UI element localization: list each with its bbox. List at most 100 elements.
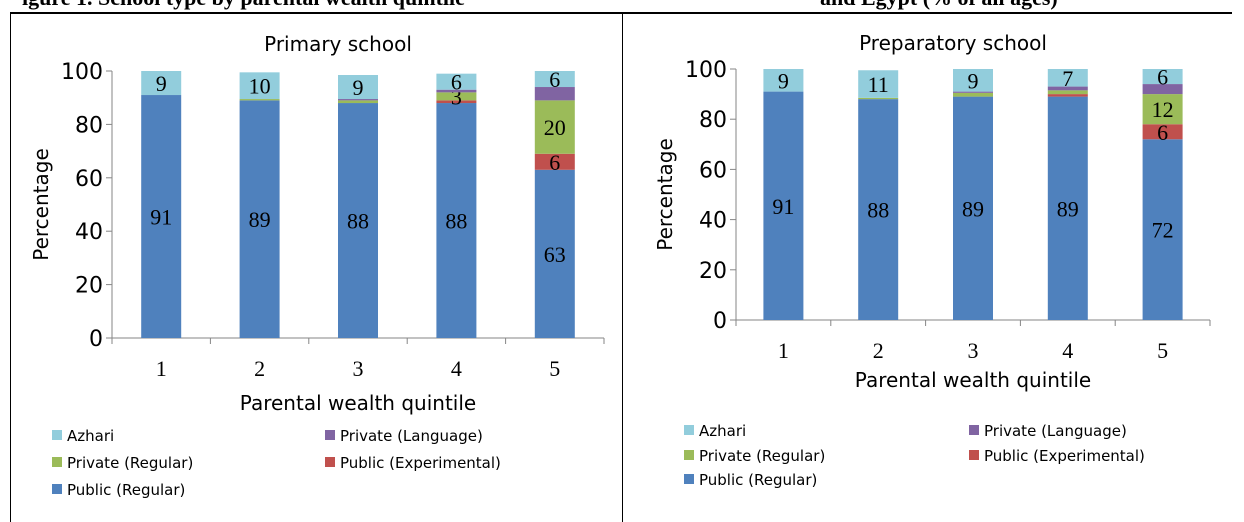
legend-label-azhari: Azhari <box>67 427 114 445</box>
y-axis-label: Percentage <box>29 148 53 261</box>
data-label: 6 <box>1157 65 1168 90</box>
bar-segment-public_regular <box>534 169 575 338</box>
data-label: 88 <box>867 198 889 223</box>
legend-swatch-private_regular <box>52 457 62 467</box>
bar-segment-private_regular <box>239 99 280 101</box>
bar-segment-public_experimental <box>436 100 477 104</box>
x-tick-label: 5 <box>549 356 560 381</box>
data-label: 63 <box>544 242 566 267</box>
bar-segment-azhari <box>1047 69 1088 87</box>
bar-segment-public_regular <box>763 91 804 320</box>
bar-segment-public_regular <box>953 96 993 320</box>
bar-segment-private_regular <box>436 92 477 101</box>
bar-segment-azhari <box>436 73 477 90</box>
bar-segment-private_regular <box>1142 94 1183 125</box>
bar-segment-public_experimental <box>1047 94 1088 97</box>
bar-segment-public_regular <box>1142 139 1183 320</box>
data-label: 11 <box>868 72 889 97</box>
legend-swatch-public_experimental <box>325 457 335 467</box>
chart-2: Preparatory school 0 20 40 60 80 100 Percentage… <box>653 31 1211 489</box>
table-left-border <box>10 12 11 522</box>
legend-label-azhari: Azhari <box>699 422 746 440</box>
x-tick-label: 3 <box>353 356 364 381</box>
chart-title: Preparatory school <box>859 31 1047 55</box>
bar-segment-azhari <box>338 75 378 100</box>
bar-segment-private_regular <box>858 97 899 100</box>
x-tick-label: 4 <box>451 356 462 381</box>
y-tick-label: 20 <box>699 259 727 284</box>
bar-segment-azhari <box>1142 69 1183 85</box>
data-label: 10 <box>249 74 271 99</box>
x-tick-label: 2 <box>873 338 884 363</box>
x-tick-label: 1 <box>778 338 789 363</box>
figure-caption-right: and Egypt (% of all ages) <box>820 0 1220 12</box>
figure-caption-left: igure 1. School type by parental wealth … <box>22 0 582 12</box>
legend-label-private_language: Private (Language) <box>340 427 483 445</box>
data-label: 6 <box>549 67 560 92</box>
bar-segment-azhari <box>763 69 804 92</box>
data-label: 3 <box>451 84 462 109</box>
legend-swatch-azhari <box>52 430 62 440</box>
bar-segment-azhari <box>141 71 182 96</box>
data-label: 7 <box>1062 66 1073 91</box>
y-tick-label: 80 <box>75 113 103 138</box>
y-axis-label: Percentage <box>653 138 677 251</box>
data-label: 20 <box>544 115 566 140</box>
legend-swatch-public_regular <box>684 474 694 484</box>
bar-segment-private_regular <box>534 100 575 154</box>
bar-segment-private_regular <box>338 100 378 104</box>
bar-segment-private_language <box>534 87 575 101</box>
data-label: 88 <box>347 209 369 234</box>
legend-label-public_experimental: Public (Experimental) <box>340 454 501 472</box>
bar-segment-public_regular <box>858 99 899 321</box>
bar-segment-private_language <box>953 91 993 93</box>
data-label: 72 <box>1152 218 1174 243</box>
bar-segment-private_language <box>436 89 477 93</box>
x-tick-label: 2 <box>254 356 265 381</box>
legend-label-private_regular: Private (Regular) <box>699 447 825 465</box>
bar-segment-public_regular <box>338 103 378 338</box>
data-label: 89 <box>249 207 271 232</box>
bar-segment-public_experimental <box>534 153 575 170</box>
bar-segment-public_regular <box>141 95 182 338</box>
bar-segment-public_experimental <box>1142 124 1183 140</box>
legend-swatch-public_experimental <box>969 450 979 460</box>
data-label: 91 <box>772 194 794 219</box>
legend-label-public_regular: Public (Regular) <box>67 481 185 499</box>
x-tick-label: 4 <box>1062 338 1073 363</box>
bar-segment-private_language <box>1142 84 1183 95</box>
data-label: 88 <box>445 209 467 234</box>
bar-segment-private_language <box>338 99 378 101</box>
data-label: 6 <box>451 70 462 95</box>
x-tick-label: 3 <box>968 338 979 363</box>
y-tick-label: 80 <box>699 108 727 133</box>
bar-segment-public_regular <box>436 103 477 338</box>
data-label: 9 <box>778 68 789 93</box>
y-tick-label: 60 <box>75 167 103 192</box>
x-axis-label: Parental wealth quintile <box>855 368 1091 392</box>
bar-segment-azhari <box>953 69 993 92</box>
y-tick-label: 0 <box>89 327 103 352</box>
data-label: 12 <box>1152 97 1174 122</box>
legend-label-public_experimental: Public (Experimental) <box>984 447 1145 465</box>
table-middle-border <box>622 12 623 522</box>
y-tick-label: 40 <box>699 209 727 234</box>
legend-swatch-private_language <box>969 425 979 435</box>
legend-swatch-azhari <box>684 425 694 435</box>
y-tick-label: 40 <box>75 220 103 245</box>
bar-segment-private_regular <box>953 92 993 97</box>
data-label: 89 <box>1057 196 1079 221</box>
legend-label-public_regular: Public (Regular) <box>699 471 817 489</box>
data-label: 9 <box>353 75 364 100</box>
data-label: 89 <box>962 196 984 221</box>
legend-swatch-private_regular <box>684 450 694 460</box>
bar-segment-azhari <box>534 71 575 88</box>
bar-segment-private_regular <box>1047 90 1088 95</box>
bar-segment-public_regular <box>239 100 280 339</box>
x-tick-label: 5 <box>1157 338 1168 363</box>
legend-swatch-public_regular <box>52 484 62 494</box>
bar-segment-azhari <box>858 70 899 98</box>
y-tick-label: 100 <box>61 60 103 85</box>
